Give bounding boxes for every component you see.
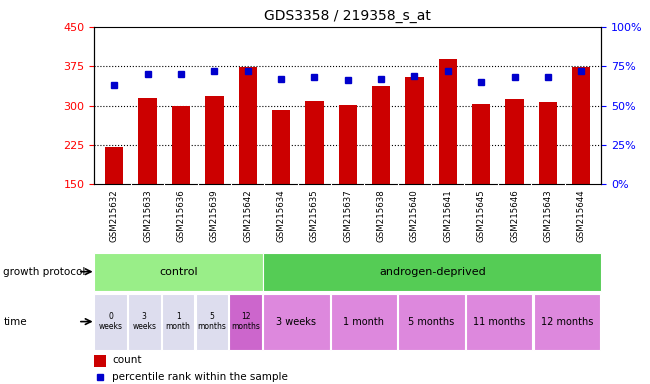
Text: GSM215640: GSM215640 xyxy=(410,190,419,242)
Bar xyxy=(306,101,324,184)
Bar xyxy=(263,294,330,349)
Bar xyxy=(534,294,600,349)
Bar xyxy=(339,104,357,184)
Text: 3 weeks: 3 weeks xyxy=(276,316,317,327)
Bar xyxy=(94,294,127,349)
Bar xyxy=(439,60,457,184)
Text: GSM215643: GSM215643 xyxy=(543,190,552,242)
Bar xyxy=(472,104,490,184)
Text: GSM215635: GSM215635 xyxy=(310,190,319,242)
Text: growth protocol: growth protocol xyxy=(3,266,86,277)
Text: GSM215633: GSM215633 xyxy=(143,190,152,242)
Bar xyxy=(94,355,106,367)
Bar xyxy=(94,253,263,291)
Text: GSM215639: GSM215639 xyxy=(210,190,219,242)
Text: GSM215642: GSM215642 xyxy=(243,190,252,242)
Text: androgen-deprived: androgen-deprived xyxy=(379,266,486,277)
Text: 5 months: 5 months xyxy=(408,316,455,327)
Text: 0
weeks: 0 weeks xyxy=(99,312,122,331)
Text: 1 month: 1 month xyxy=(343,316,385,327)
Bar xyxy=(263,253,601,291)
Bar xyxy=(331,294,397,349)
Bar xyxy=(272,110,290,184)
Bar xyxy=(205,96,224,184)
Bar xyxy=(162,294,194,349)
Text: 11 months: 11 months xyxy=(473,316,525,327)
Text: 12
months: 12 months xyxy=(231,312,260,331)
Bar xyxy=(229,294,262,349)
Bar xyxy=(172,106,190,184)
Text: percentile rank within the sample: percentile rank within the sample xyxy=(112,372,289,382)
Text: GSM215641: GSM215641 xyxy=(443,190,452,242)
Text: 12 months: 12 months xyxy=(541,316,593,327)
Bar xyxy=(239,67,257,184)
Bar xyxy=(572,67,590,184)
Bar xyxy=(138,98,157,184)
Text: count: count xyxy=(112,356,142,366)
Text: 5
months: 5 months xyxy=(198,312,226,331)
Bar xyxy=(505,99,524,184)
Text: GSM215646: GSM215646 xyxy=(510,190,519,242)
Title: GDS3358 / 219358_s_at: GDS3358 / 219358_s_at xyxy=(265,9,431,23)
Text: GSM215636: GSM215636 xyxy=(176,190,185,242)
Bar xyxy=(406,77,424,184)
Bar xyxy=(128,294,161,349)
Bar xyxy=(196,294,228,349)
Text: GSM215634: GSM215634 xyxy=(276,190,285,242)
Bar xyxy=(105,147,124,184)
Bar xyxy=(539,102,557,184)
Bar xyxy=(398,294,465,349)
Text: GSM215637: GSM215637 xyxy=(343,190,352,242)
Text: control: control xyxy=(159,266,198,277)
Text: GSM215644: GSM215644 xyxy=(577,190,586,242)
Text: GSM215645: GSM215645 xyxy=(476,190,486,242)
Text: GSM215638: GSM215638 xyxy=(376,190,385,242)
Text: time: time xyxy=(3,316,27,327)
Text: 3
weeks: 3 weeks xyxy=(133,312,156,331)
Bar xyxy=(372,86,390,184)
Text: 1
month: 1 month xyxy=(166,312,190,331)
Bar xyxy=(466,294,532,349)
Text: GSM215632: GSM215632 xyxy=(110,190,119,242)
